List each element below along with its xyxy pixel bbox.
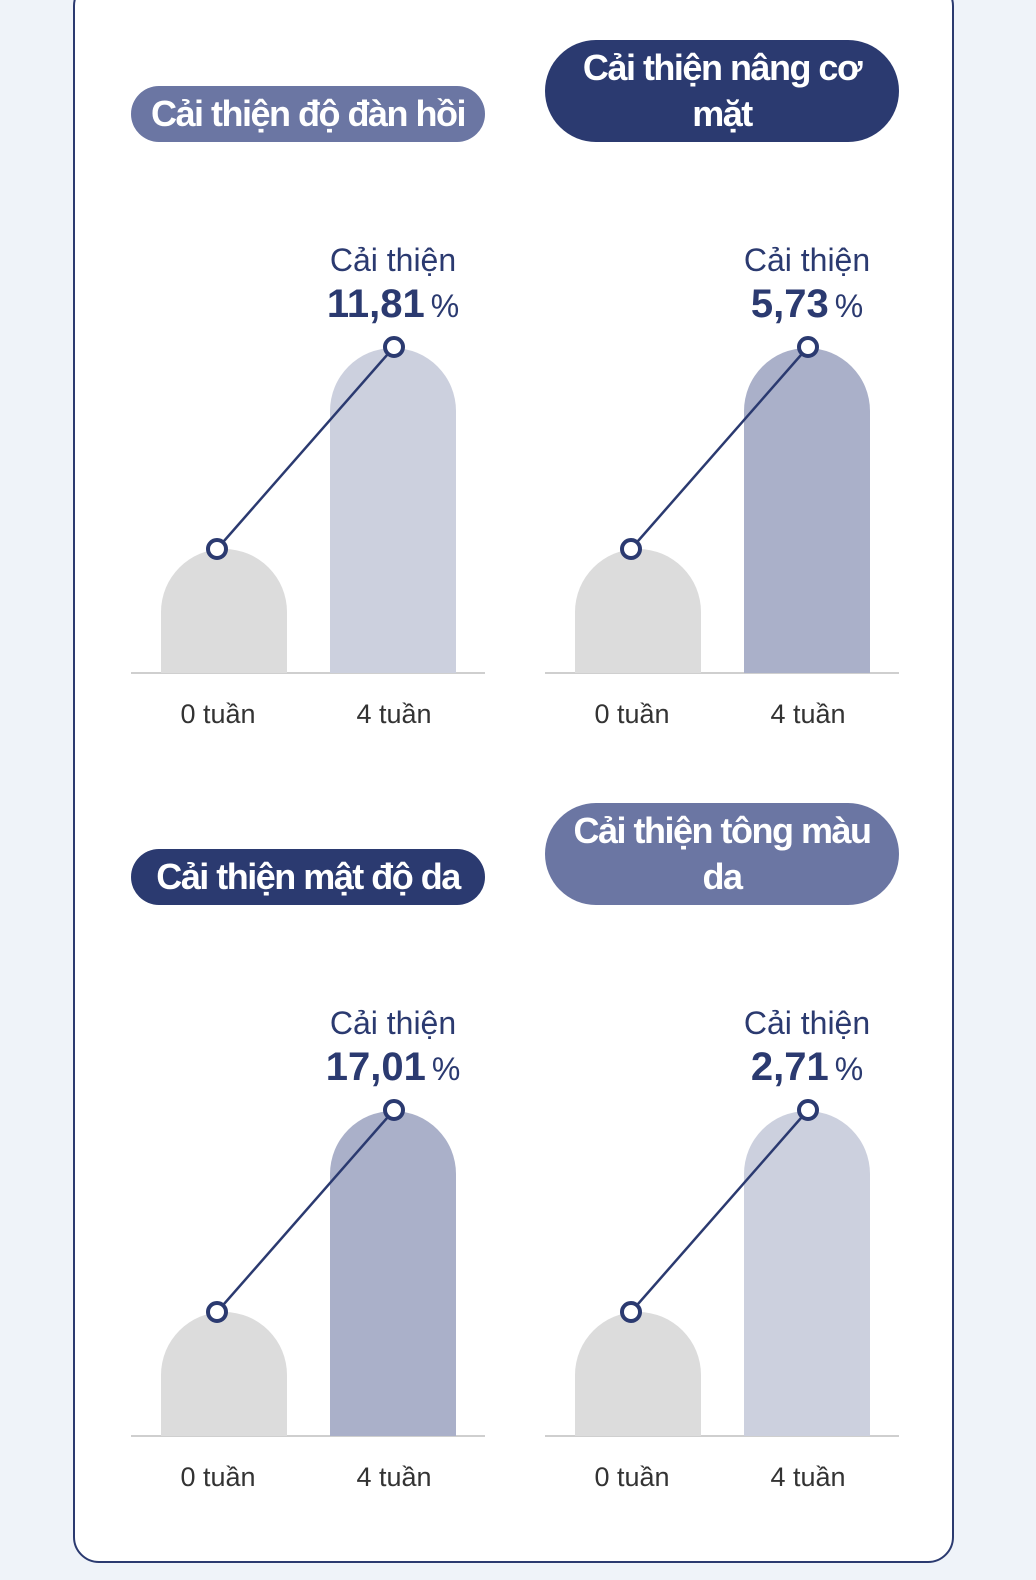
x-tick-label: 0 tuần — [180, 699, 255, 729]
bar-week-4 — [744, 348, 870, 673]
annotation-number: 17,01 — [326, 1045, 426, 1089]
annotation-label: Cải thiện — [744, 1005, 870, 1041]
chart-title-pill: Cải thiện tông màu da — [545, 803, 899, 905]
x-tick-label: 0 tuần — [594, 1462, 669, 1492]
chart-title-pill: Cải thiện mật độ da — [131, 849, 485, 905]
annotation-unit: % — [431, 288, 459, 324]
chart-panel-skin-tone: Cải thiện tông màu da Cải thiện 2,71% 0 tu… — [545, 763, 899, 1492]
chart-panel-density: Cải thiện mật độ da Cải thiện 17,01% 0 tuầ… — [131, 763, 485, 1492]
x-tick-label: 4 tuần — [356, 699, 431, 729]
bar-week-4 — [330, 1111, 456, 1436]
bar-week-0 — [161, 1312, 287, 1436]
bar-chart: Cải thiện 11,81 % 0 tuần 4 tuần — [131, 242, 485, 729]
bar-chart: Cải thiện 2,71 % 0 tuần 4 tuần — [545, 1005, 899, 1492]
trend-line — [630, 1109, 809, 1313]
chart-title-pill: Cải thiện nâng cơ mặt — [545, 40, 899, 142]
trend-line — [216, 346, 395, 550]
chart-title-pill: Cải thiện độ đàn hồi — [131, 86, 485, 142]
point-week-4 — [797, 1099, 819, 1121]
chart-panel-lifting: Cải thiện nâng cơ mặt Cải thiện 5,73% 0 tu… — [545, 0, 899, 729]
chart-title: Cải thiện mật độ da — [156, 856, 461, 897]
chart-panel-elasticity: Cải thiện độ đàn hồi Cải thiện 11,81% 0 tu… — [131, 0, 485, 729]
point-week-4 — [383, 336, 405, 358]
x-tick-label: 0 tuần — [180, 1462, 255, 1492]
annotation-label: Cải thiện — [330, 1005, 456, 1041]
annotation-label: Cải thiện — [330, 242, 456, 278]
x-tick-label: 4 tuần — [770, 699, 845, 729]
bar-week-0 — [161, 549, 287, 673]
chart-title: Cải thiện tông màu da — [573, 810, 873, 897]
x-tick-label: 0 tuần — [594, 699, 669, 729]
annotation-value: 5,73% — [751, 282, 863, 326]
annotation-value: 11,81% — [327, 282, 459, 326]
point-week-4 — [797, 336, 819, 358]
trend-line — [630, 346, 809, 550]
x-tick-label: 4 tuần — [770, 1462, 845, 1492]
bar-chart: Cải thiện 17,01 % 0 tuần 4 tuần — [131, 1005, 485, 1492]
bar-week-4 — [330, 348, 456, 673]
point-week-4 — [383, 1099, 405, 1121]
annotation-unit: % — [835, 288, 863, 324]
chart-title: Cải thiện nâng cơ mặt — [582, 47, 863, 134]
bar-week-0 — [575, 1312, 701, 1436]
x-tick-label: 4 tuần — [356, 1462, 431, 1492]
chart-title: Cải thiện độ đàn hồi — [151, 93, 467, 134]
annotation-number: 2,71 — [751, 1045, 829, 1089]
annotation-label: Cải thiện — [744, 242, 870, 278]
point-week-0 — [206, 538, 228, 560]
bar-week-4 — [744, 1111, 870, 1436]
bar-week-0 — [575, 549, 701, 673]
annotation-value: 2,71% — [751, 1045, 863, 1089]
annotation-unit: % — [835, 1051, 863, 1087]
annotation-value: 17,01% — [326, 1045, 461, 1089]
annotation-number: 5,73 — [751, 282, 829, 326]
annotation-number: 11,81 — [327, 282, 425, 326]
point-week-0 — [206, 1301, 228, 1323]
annotation-unit: % — [432, 1051, 460, 1087]
point-week-0 — [620, 1301, 642, 1323]
point-week-0 — [620, 538, 642, 560]
bar-chart: Cải thiện 5,73 % 0 tuần 4 tuần — [545, 242, 899, 729]
trend-line — [216, 1109, 395, 1313]
